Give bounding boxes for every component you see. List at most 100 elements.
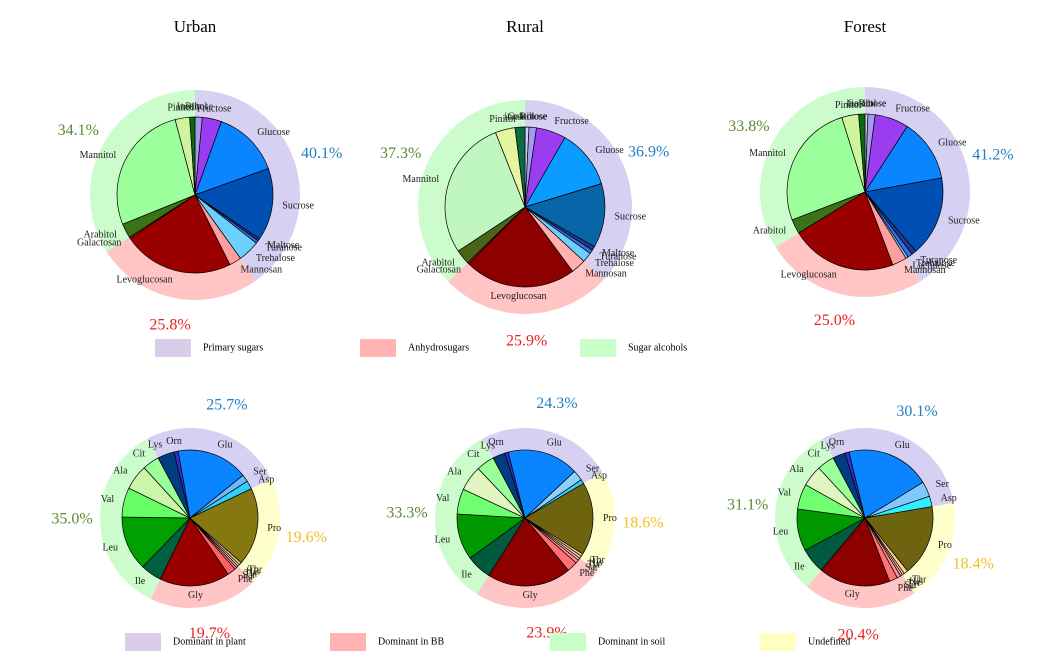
slice-label: Glu bbox=[217, 439, 232, 450]
slice-label: Trehalose bbox=[256, 253, 296, 264]
slice-label: Galactosan bbox=[77, 238, 121, 249]
slice-label: Ser bbox=[586, 464, 600, 475]
slice bbox=[848, 449, 924, 519]
slice-label: Lys bbox=[481, 440, 496, 451]
slice-label: Pinitol bbox=[835, 100, 862, 111]
slice bbox=[189, 116, 196, 196]
slice-label: Fructose bbox=[197, 103, 232, 114]
slice-label: Arabitol bbox=[421, 258, 455, 269]
group-percent: 25.7% bbox=[206, 397, 247, 414]
group-percent: 19.7% bbox=[189, 625, 230, 642]
slice-label: Phe bbox=[898, 583, 914, 594]
slice bbox=[477, 457, 526, 519]
slice-label: Sar bbox=[242, 570, 256, 581]
slice-label: Mannosan bbox=[585, 268, 627, 279]
slice-label: Leu bbox=[773, 526, 789, 537]
slice bbox=[524, 482, 594, 555]
slice-label: Val bbox=[101, 494, 115, 505]
legend-swatch bbox=[550, 633, 586, 651]
slice-label: inositol bbox=[846, 98, 876, 109]
slice bbox=[820, 517, 890, 587]
slice-label: Cit bbox=[133, 449, 145, 460]
slice-label: Ala bbox=[789, 464, 804, 475]
chart-title: Rural bbox=[506, 17, 544, 36]
slice-label: Asp bbox=[258, 474, 274, 485]
slice bbox=[507, 449, 576, 519]
group-percent: 18.4% bbox=[953, 556, 994, 573]
legend-label: Anhydrosugars bbox=[408, 342, 469, 353]
slice-label: Trehalose bbox=[916, 258, 956, 269]
slice-label: Pro bbox=[267, 523, 281, 534]
slice-label: Levoglucosan bbox=[116, 274, 172, 285]
slice bbox=[194, 168, 274, 240]
group-percent: 33.3% bbox=[386, 504, 427, 521]
slice-label: Mannosan bbox=[904, 265, 946, 276]
legend-label: Undefined bbox=[808, 636, 850, 647]
slice-label: Gly bbox=[845, 589, 860, 600]
slice bbox=[514, 126, 526, 208]
group-percent: 40.1% bbox=[301, 145, 342, 162]
slice-label: Pinitol bbox=[489, 114, 516, 125]
slice-label: Tyr bbox=[244, 568, 258, 579]
slice-label: Glu bbox=[895, 440, 910, 451]
slice-label: Orn bbox=[166, 436, 182, 447]
slice-label: Ser bbox=[936, 479, 950, 490]
slice-label: Asp bbox=[591, 470, 607, 481]
slice bbox=[121, 516, 191, 568]
group-percent: 37.3% bbox=[380, 145, 421, 162]
slice bbox=[524, 137, 602, 208]
legend-swatch bbox=[760, 633, 796, 651]
slice-label: Lys bbox=[821, 440, 836, 451]
slice-label: Ribose bbox=[185, 101, 213, 112]
slice-label: Val bbox=[778, 488, 792, 499]
slice-label: Cit bbox=[808, 449, 820, 460]
slice-label: Maltose bbox=[602, 248, 635, 259]
slice-label: Pro bbox=[938, 540, 952, 551]
slice-label: Sar bbox=[585, 562, 599, 573]
slice bbox=[129, 194, 231, 274]
slice bbox=[194, 121, 269, 196]
slice-label: Leu bbox=[435, 534, 451, 545]
slice bbox=[143, 457, 191, 519]
chart-title: Urban bbox=[174, 17, 217, 36]
slice-label: Gly bbox=[523, 590, 538, 601]
slice-label: Ala bbox=[447, 467, 462, 478]
slice bbox=[864, 177, 944, 252]
group-percent: 31.1% bbox=[727, 496, 768, 513]
slice-label: Mannitol bbox=[749, 148, 786, 159]
group-percent: 36.9% bbox=[628, 144, 669, 161]
group-percent: 35.0% bbox=[51, 511, 92, 528]
legend-swatch bbox=[125, 633, 161, 651]
slice-label: Galactose bbox=[847, 98, 887, 109]
slice-label: Arabitol bbox=[753, 225, 787, 236]
group-percent: 25.8% bbox=[149, 316, 190, 333]
legend-label: Dominant in BB bbox=[378, 636, 444, 647]
legend-label: Dominant in soil bbox=[598, 636, 665, 647]
slice bbox=[798, 191, 894, 271]
group-percent: 25.0% bbox=[814, 312, 855, 329]
slice-label: Lys bbox=[148, 439, 163, 450]
slice-label: Pro bbox=[603, 513, 617, 524]
slice-label: His bbox=[909, 577, 923, 588]
group-percent: 24.3% bbox=[536, 395, 577, 412]
slice-label: Mannosan bbox=[241, 265, 283, 276]
slice-label: Gly bbox=[188, 590, 203, 601]
group-percent: 30.1% bbox=[896, 403, 937, 420]
legend-swatch bbox=[360, 339, 396, 357]
slice-label: Sucrose bbox=[282, 200, 314, 211]
slice-label: Ala bbox=[113, 466, 128, 477]
slice-label: Gluose bbox=[938, 137, 967, 148]
slice-label: Leu bbox=[102, 542, 118, 553]
slice bbox=[488, 517, 569, 587]
slice-label: inositol bbox=[504, 111, 534, 122]
group-percent: 18.6% bbox=[622, 515, 663, 532]
slice-label: Arabitol bbox=[84, 230, 118, 241]
slice-label: Thr bbox=[248, 565, 263, 576]
slice-label: Sucrose bbox=[614, 211, 646, 222]
slice-label: Levoglucosan bbox=[490, 291, 546, 302]
slice-label: Thr bbox=[912, 575, 927, 586]
group-percent: 41.2% bbox=[972, 146, 1013, 163]
slice-label: Tyr bbox=[907, 578, 921, 589]
slice-label: Trehalose bbox=[595, 258, 635, 269]
